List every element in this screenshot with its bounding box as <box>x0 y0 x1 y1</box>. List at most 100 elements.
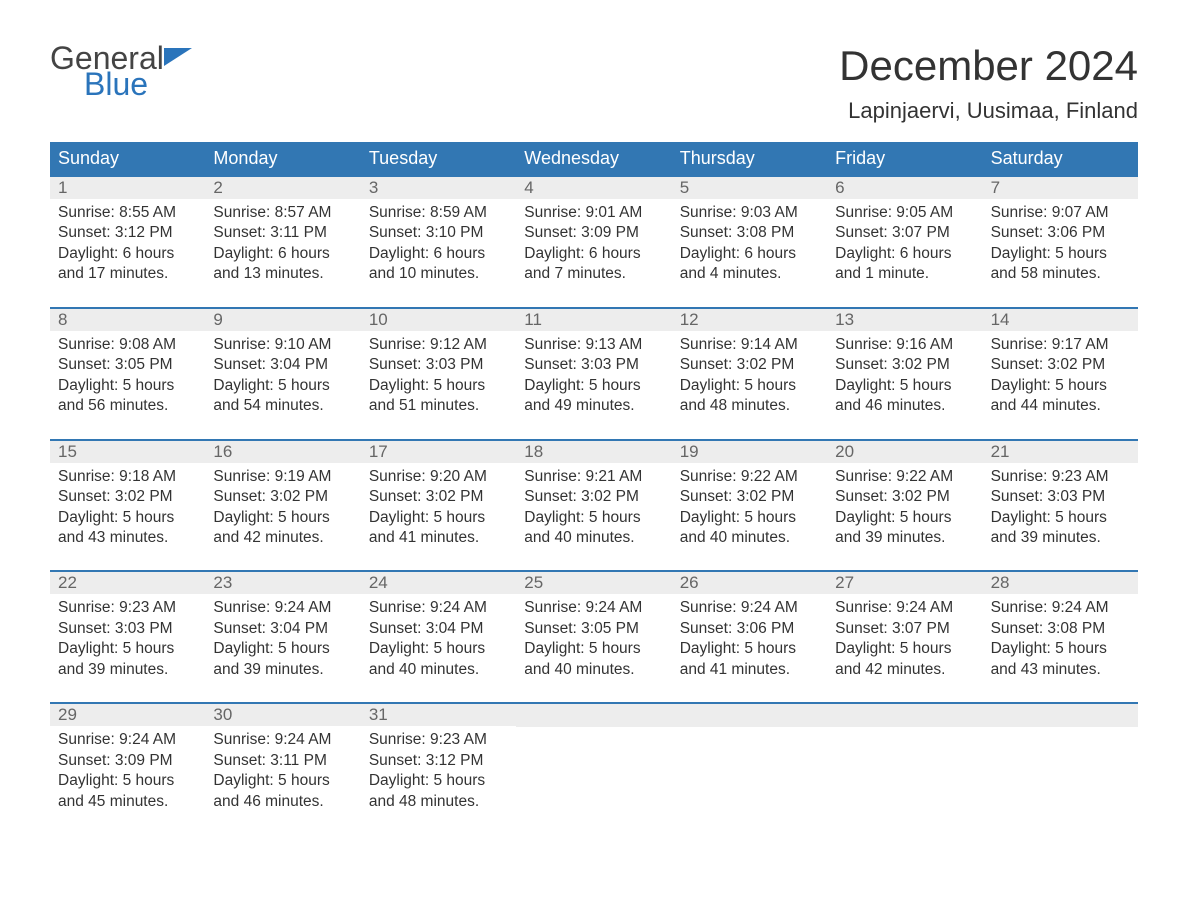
day-number: 14 <box>983 309 1138 331</box>
day-number: 30 <box>205 704 360 726</box>
day-number: 20 <box>827 441 982 463</box>
day-cell: 7Sunrise: 9:07 AMSunset: 3:06 PMDaylight… <box>983 177 1138 307</box>
day-content: Sunrise: 8:55 AMSunset: 3:12 PMDaylight:… <box>50 199 205 307</box>
day-cell <box>516 704 671 834</box>
day-cell: 26Sunrise: 9:24 AMSunset: 3:06 PMDayligh… <box>672 572 827 702</box>
daylight-line-2: and 39 minutes. <box>991 528 1130 548</box>
daylight-line-2: and 10 minutes. <box>369 264 508 284</box>
daylight-line-1: Daylight: 5 hours <box>369 771 508 791</box>
day-content: Sunrise: 9:23 AMSunset: 3:12 PMDaylight:… <box>361 726 516 834</box>
sunrise-line: Sunrise: 9:01 AM <box>524 203 663 223</box>
day-number: 4 <box>516 177 671 199</box>
day-number: 21 <box>983 441 1138 463</box>
sunset-line: Sunset: 3:11 PM <box>213 223 352 243</box>
daylight-line-2: and 40 minutes. <box>369 660 508 680</box>
daylight-line-1: Daylight: 5 hours <box>524 639 663 659</box>
day-cell: 19Sunrise: 9:22 AMSunset: 3:02 PMDayligh… <box>672 441 827 571</box>
day-content: Sunrise: 9:07 AMSunset: 3:06 PMDaylight:… <box>983 199 1138 307</box>
day-content: Sunrise: 9:12 AMSunset: 3:03 PMDaylight:… <box>361 331 516 439</box>
day-cell: 27Sunrise: 9:24 AMSunset: 3:07 PMDayligh… <box>827 572 982 702</box>
day-cell: 29Sunrise: 9:24 AMSunset: 3:09 PMDayligh… <box>50 704 205 834</box>
day-cell: 16Sunrise: 9:19 AMSunset: 3:02 PMDayligh… <box>205 441 360 571</box>
sunrise-line: Sunrise: 9:16 AM <box>835 335 974 355</box>
day-number: 2 <box>205 177 360 199</box>
day-number: 9 <box>205 309 360 331</box>
sunset-line: Sunset: 3:04 PM <box>213 619 352 639</box>
day-cell: 11Sunrise: 9:13 AMSunset: 3:03 PMDayligh… <box>516 309 671 439</box>
month-title: December 2024 <box>839 42 1138 90</box>
day-cell: 18Sunrise: 9:21 AMSunset: 3:02 PMDayligh… <box>516 441 671 571</box>
day-cell: 2Sunrise: 8:57 AMSunset: 3:11 PMDaylight… <box>205 177 360 307</box>
day-cell: 28Sunrise: 9:24 AMSunset: 3:08 PMDayligh… <box>983 572 1138 702</box>
day-content: Sunrise: 9:16 AMSunset: 3:02 PMDaylight:… <box>827 331 982 439</box>
sunrise-line: Sunrise: 9:24 AM <box>524 598 663 618</box>
daylight-line-1: Daylight: 5 hours <box>369 376 508 396</box>
day-content: Sunrise: 9:10 AMSunset: 3:04 PMDaylight:… <box>205 331 360 439</box>
daylight-line-2: and 42 minutes. <box>835 660 974 680</box>
day-number: 16 <box>205 441 360 463</box>
sunset-line: Sunset: 3:12 PM <box>369 751 508 771</box>
daylight-line-2: and 49 minutes. <box>524 396 663 416</box>
day-content: Sunrise: 9:17 AMSunset: 3:02 PMDaylight:… <box>983 331 1138 439</box>
sunrise-line: Sunrise: 9:22 AM <box>835 467 974 487</box>
day-header-cell: Tuesday <box>361 142 516 175</box>
day-content: Sunrise: 9:05 AMSunset: 3:07 PMDaylight:… <box>827 199 982 307</box>
day-number <box>672 704 827 727</box>
day-cell: 17Sunrise: 9:20 AMSunset: 3:02 PMDayligh… <box>361 441 516 571</box>
sunset-line: Sunset: 3:04 PM <box>213 355 352 375</box>
daylight-line-2: and 41 minutes. <box>680 660 819 680</box>
day-content: Sunrise: 9:24 AMSunset: 3:11 PMDaylight:… <box>205 726 360 834</box>
sunrise-line: Sunrise: 9:24 AM <box>213 730 352 750</box>
sunrise-line: Sunrise: 9:07 AM <box>991 203 1130 223</box>
daylight-line-1: Daylight: 5 hours <box>835 508 974 528</box>
daylight-line-1: Daylight: 5 hours <box>369 508 508 528</box>
daylight-line-1: Daylight: 5 hours <box>58 639 197 659</box>
sunrise-line: Sunrise: 9:24 AM <box>835 598 974 618</box>
daylight-line-1: Daylight: 6 hours <box>213 244 352 264</box>
daylight-line-1: Daylight: 5 hours <box>680 508 819 528</box>
daylight-line-1: Daylight: 6 hours <box>680 244 819 264</box>
title-block: December 2024 Lapinjaervi, Uusimaa, Finl… <box>839 42 1138 124</box>
sunrise-line: Sunrise: 9:23 AM <box>991 467 1130 487</box>
week-row: 29Sunrise: 9:24 AMSunset: 3:09 PMDayligh… <box>50 702 1138 834</box>
day-number: 24 <box>361 572 516 594</box>
day-cell: 30Sunrise: 9:24 AMSunset: 3:11 PMDayligh… <box>205 704 360 834</box>
day-cell: 3Sunrise: 8:59 AMSunset: 3:10 PMDaylight… <box>361 177 516 307</box>
sunset-line: Sunset: 3:06 PM <box>991 223 1130 243</box>
sunrise-line: Sunrise: 9:05 AM <box>835 203 974 223</box>
daylight-line-1: Daylight: 5 hours <box>680 639 819 659</box>
daylight-line-2: and 7 minutes. <box>524 264 663 284</box>
day-cell: 12Sunrise: 9:14 AMSunset: 3:02 PMDayligh… <box>672 309 827 439</box>
day-header-cell: Wednesday <box>516 142 671 175</box>
day-number: 1 <box>50 177 205 199</box>
daylight-line-2: and 43 minutes. <box>991 660 1130 680</box>
day-cell: 15Sunrise: 9:18 AMSunset: 3:02 PMDayligh… <box>50 441 205 571</box>
daylight-line-2: and 43 minutes. <box>58 528 197 548</box>
sunrise-line: Sunrise: 9:03 AM <box>680 203 819 223</box>
day-number: 12 <box>672 309 827 331</box>
daylight-line-2: and 4 minutes. <box>680 264 819 284</box>
sunset-line: Sunset: 3:08 PM <box>680 223 819 243</box>
day-number: 13 <box>827 309 982 331</box>
day-content: Sunrise: 9:01 AMSunset: 3:09 PMDaylight:… <box>516 199 671 307</box>
sunset-line: Sunset: 3:06 PM <box>680 619 819 639</box>
sunset-line: Sunset: 3:02 PM <box>680 487 819 507</box>
sunrise-line: Sunrise: 9:20 AM <box>369 467 508 487</box>
daylight-line-2: and 45 minutes. <box>58 792 197 812</box>
daylight-line-2: and 40 minutes. <box>524 528 663 548</box>
day-number: 23 <box>205 572 360 594</box>
day-number <box>516 704 671 727</box>
sunset-line: Sunset: 3:05 PM <box>524 619 663 639</box>
sunset-line: Sunset: 3:09 PM <box>524 223 663 243</box>
sunset-line: Sunset: 3:04 PM <box>369 619 508 639</box>
day-content: Sunrise: 9:24 AMSunset: 3:09 PMDaylight:… <box>50 726 205 834</box>
daylight-line-2: and 13 minutes. <box>213 264 352 284</box>
daylight-line-2: and 42 minutes. <box>213 528 352 548</box>
sunset-line: Sunset: 3:07 PM <box>835 619 974 639</box>
daylight-line-1: Daylight: 6 hours <box>369 244 508 264</box>
day-number: 15 <box>50 441 205 463</box>
day-number: 11 <box>516 309 671 331</box>
sunrise-line: Sunrise: 9:23 AM <box>58 598 197 618</box>
day-content: Sunrise: 9:24 AMSunset: 3:07 PMDaylight:… <box>827 594 982 702</box>
sunset-line: Sunset: 3:02 PM <box>369 487 508 507</box>
